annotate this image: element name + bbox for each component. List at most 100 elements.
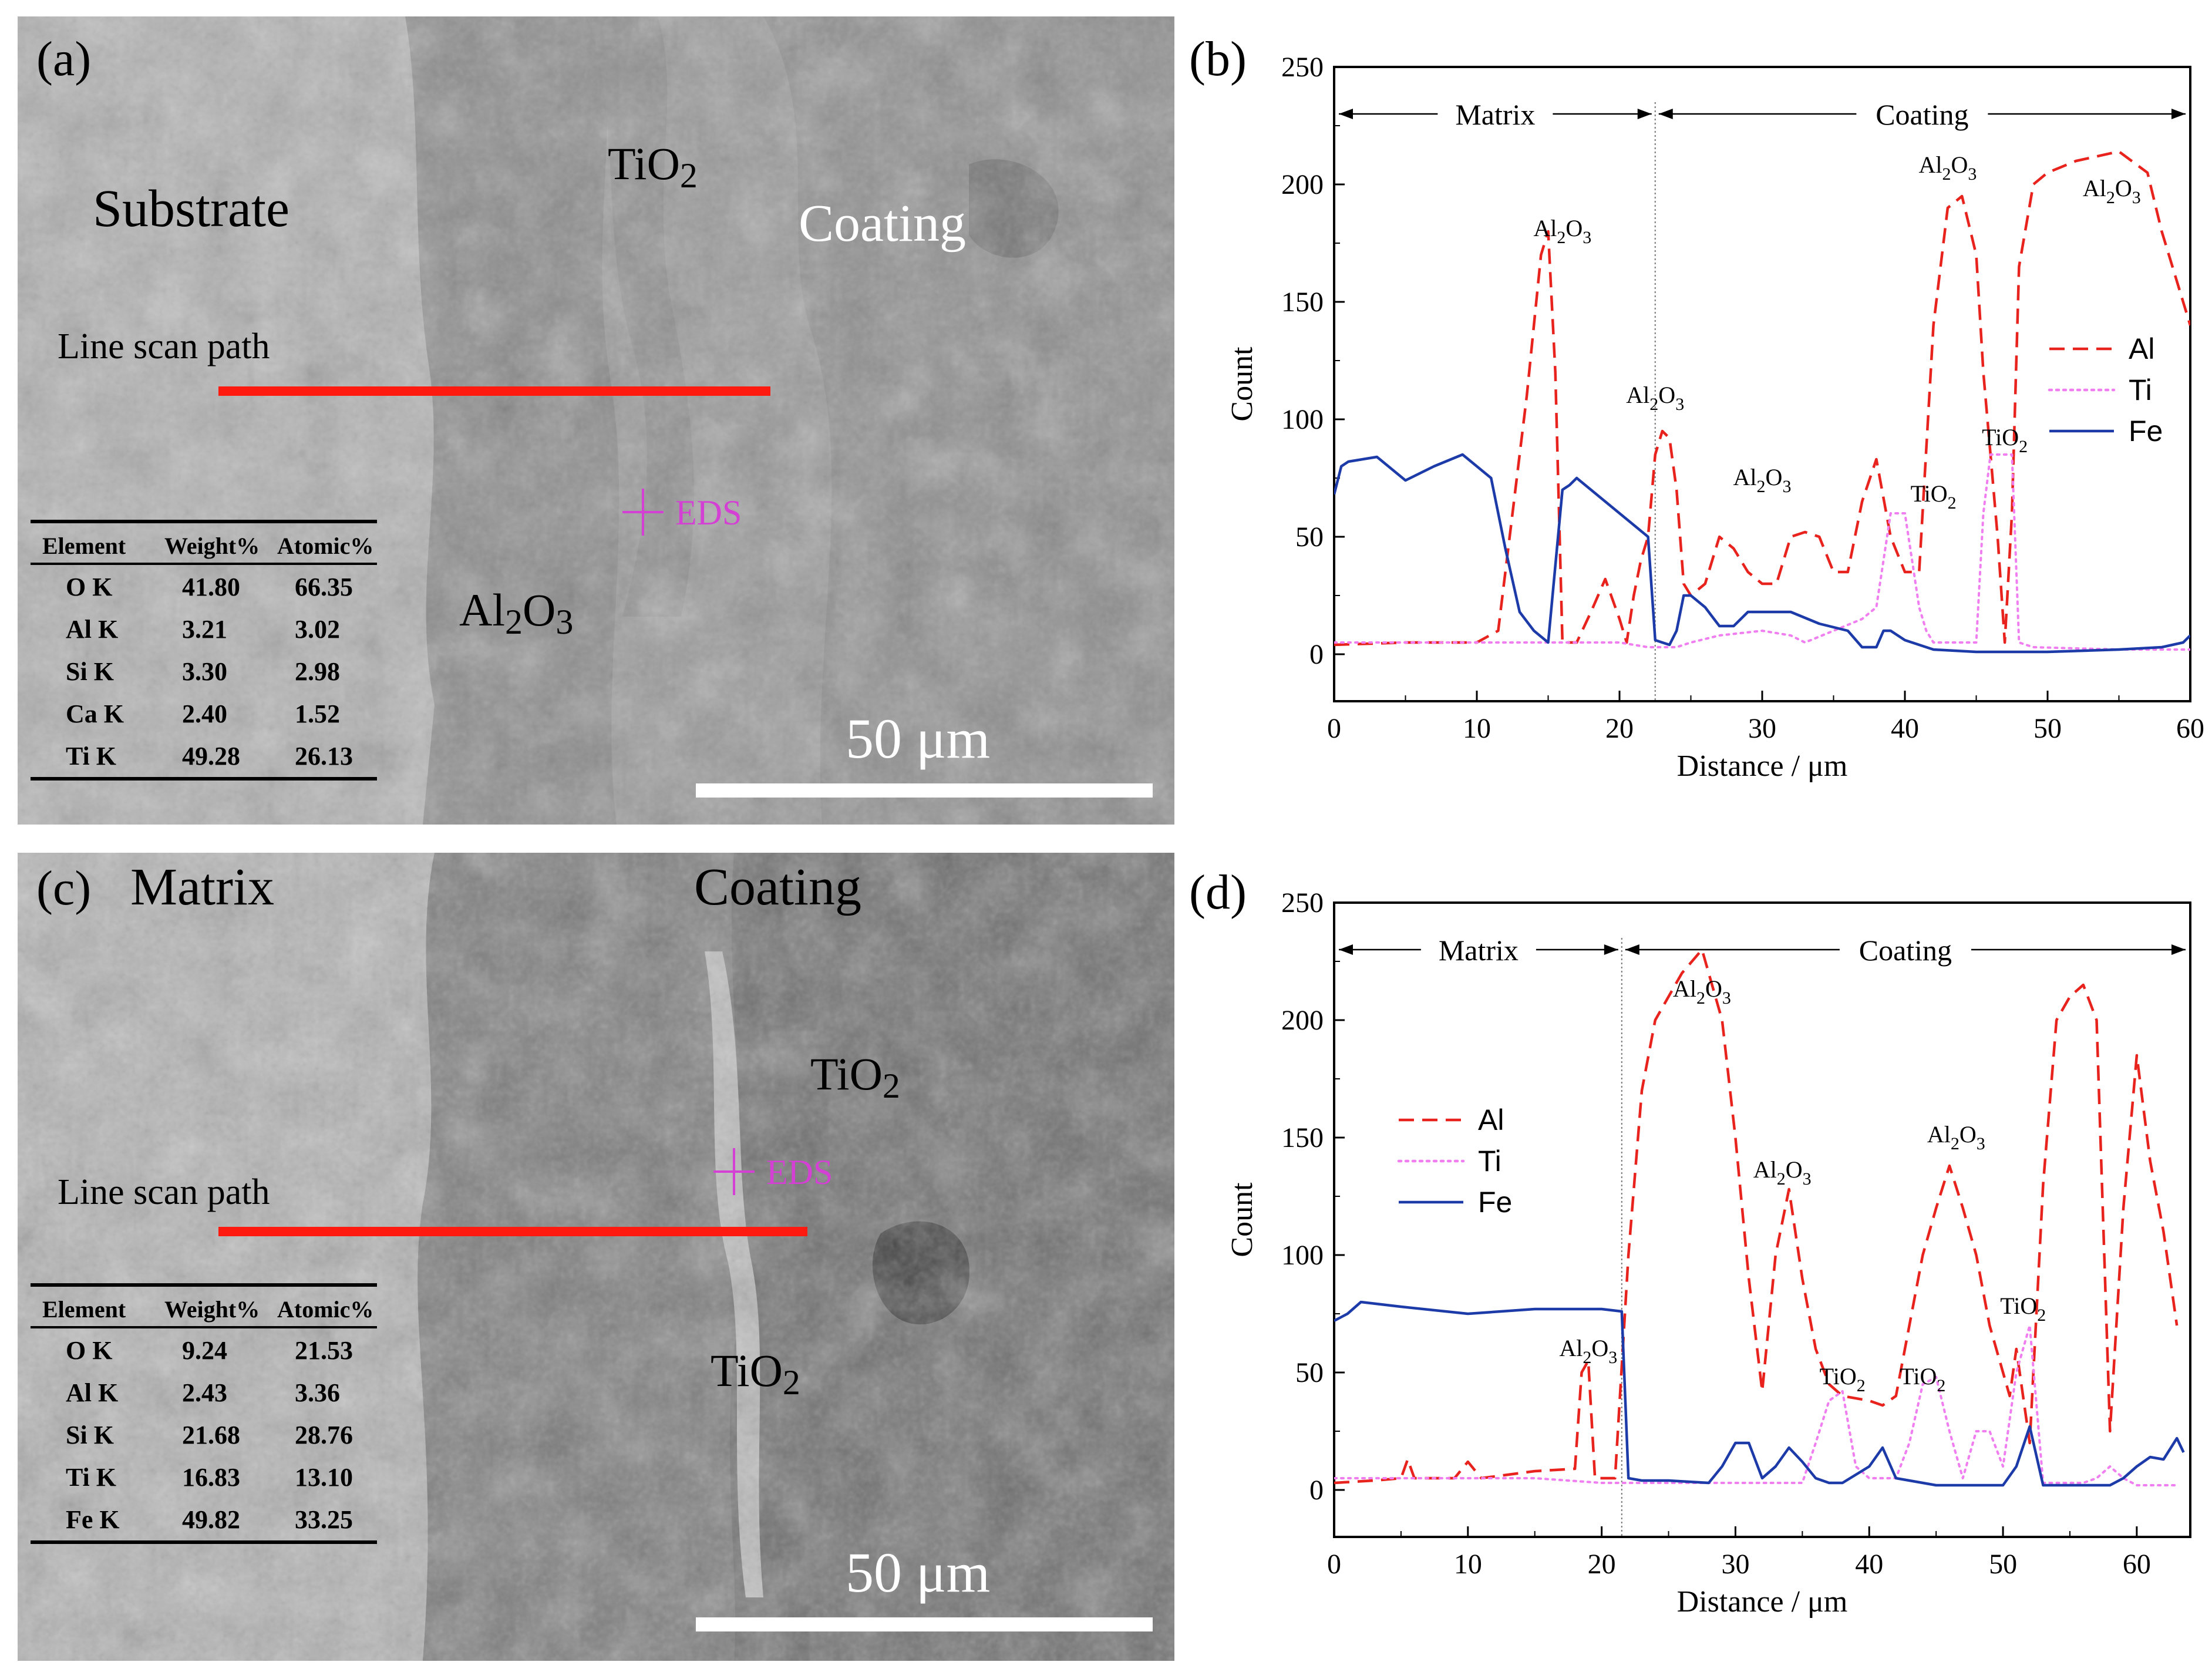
chart-d-series-ti bbox=[1334, 1324, 2179, 1486]
chart-d-annotation: TiO2 bbox=[1820, 1363, 1866, 1395]
tio2-label-a: TiO2 bbox=[608, 138, 698, 195]
eds-table-a: Element Weight% Atomic% O K 41.80 66.35 Al K 3.… bbox=[31, 520, 377, 781]
scale-bar-c bbox=[696, 1617, 1153, 1631]
chart-d-ytick-label: 200 bbox=[1281, 1005, 1324, 1036]
chart-b-xlabel: Distance / μm bbox=[1677, 749, 1848, 783]
tio2-label-a-main: TiO bbox=[608, 138, 680, 189]
table-c-cell: 13.10 bbox=[295, 1463, 353, 1492]
table-c-cell: 2.43 bbox=[182, 1378, 227, 1407]
chart-d-matrix-label: Matrix bbox=[1439, 934, 1519, 967]
chart-b-series-ti bbox=[1334, 453, 2190, 651]
chart-d-coating-label: Coating bbox=[1859, 934, 1952, 967]
chart-d-ylabel: Count bbox=[1225, 1182, 1259, 1257]
chart-d-xtick-label: 40 bbox=[1855, 1549, 1883, 1580]
chart-d-annotation: TiO2 bbox=[2000, 1293, 2046, 1325]
table-a-header: Atomic% bbox=[277, 533, 373, 559]
tio2-label-c2: TiO2 bbox=[711, 1345, 800, 1402]
scale-bar-a bbox=[696, 783, 1153, 798]
scale-label-a: 50 μm bbox=[846, 707, 990, 770]
table-c-cell: 33.25 bbox=[295, 1505, 353, 1534]
chart-b-legend-label: Fe bbox=[2129, 415, 2163, 448]
chart-b-xtick-label: 50 bbox=[2033, 713, 2062, 744]
line-scan-label-a: Line scan path bbox=[58, 327, 270, 366]
table-c-cell: Fe K bbox=[66, 1505, 120, 1534]
al2o3-a-sub1: 2 bbox=[505, 603, 523, 641]
chart-d-ytick-label: 150 bbox=[1281, 1122, 1324, 1153]
scale-label-c: 50 μm bbox=[846, 1541, 990, 1604]
table-c-cell: Ti K bbox=[66, 1463, 116, 1492]
table-a-cell: 2.98 bbox=[295, 657, 340, 686]
table-a-cell: 66.35 bbox=[295, 573, 353, 601]
chart-b-ytick-label: 100 bbox=[1281, 404, 1324, 435]
chart-b-series-al bbox=[1334, 150, 2190, 647]
table-a-cell: 3.30 bbox=[182, 657, 227, 686]
chart-b-xtick-label: 60 bbox=[2176, 713, 2204, 744]
chart-d-xtick-label: 30 bbox=[1721, 1549, 1749, 1580]
chart-b-xtick-label: 30 bbox=[1748, 713, 1776, 744]
chart-d-xtick-label: 20 bbox=[1588, 1549, 1616, 1580]
table-a-cell: 3.21 bbox=[182, 615, 227, 644]
chart-b-annotation: Al2O3 bbox=[1918, 152, 1977, 184]
table-a-cell: Si K bbox=[66, 657, 114, 686]
al2o3-a-o: O bbox=[523, 584, 555, 635]
eds-label-c: EDS bbox=[766, 1153, 833, 1192]
chart-b-xtick-label: 40 bbox=[1891, 713, 1919, 744]
chart-d-xtick-label: 10 bbox=[1454, 1549, 1482, 1580]
al2o3-a-sub2: 3 bbox=[555, 603, 573, 641]
table-a-cell: 26.13 bbox=[295, 742, 353, 771]
eds-label-a: EDS bbox=[675, 493, 742, 532]
table-c-cell: 49.82 bbox=[182, 1505, 240, 1534]
table-c-header: Element bbox=[42, 1296, 126, 1323]
chart-d-annotation: TiO2 bbox=[1900, 1363, 1945, 1395]
chart-d-legend-label: Ti bbox=[1478, 1145, 1501, 1178]
panel-a-label: (a) bbox=[36, 32, 91, 86]
chart-d: 0 10 20 30 40 50 60 0 50 100 150 200 250 Distance / μ… bbox=[1225, 887, 2191, 1619]
coating-label-a: Coating bbox=[799, 194, 966, 253]
tio2-label-c1: TiO2 bbox=[810, 1048, 900, 1105]
chart-d-annotation: Al2O3 bbox=[1927, 1121, 1985, 1153]
substrate-label: Substrate bbox=[93, 180, 289, 238]
table-a-cell: 2.40 bbox=[182, 699, 227, 728]
table-a-cell: Ca K bbox=[66, 699, 124, 728]
chart-b-ytick-label: 150 bbox=[1281, 287, 1324, 318]
texture-fine-a bbox=[18, 16, 1174, 825]
chart-d-xtick-label: 50 bbox=[1989, 1549, 2017, 1580]
chart-b-series-fe bbox=[1334, 453, 2190, 654]
eds-marker-a: EDS bbox=[622, 489, 742, 536]
chart-d-ytick-label: 250 bbox=[1281, 887, 1324, 919]
panel-a: (a) Substrate TiO2 Coating Line scan pat… bbox=[18, 16, 1174, 825]
al2o3-label-a: Al2O3 bbox=[459, 584, 573, 641]
tio2-label-a-sub: 2 bbox=[680, 156, 698, 195]
chart-b: 0 10 20 30 40 50 60 0 50 100 150 200 250 Distance / μ… bbox=[1225, 52, 2204, 783]
table-c-cell: 9.24 bbox=[182, 1336, 227, 1365]
chart-d-ytick-label: 50 bbox=[1295, 1357, 1324, 1388]
table-a-header: Weight% bbox=[164, 533, 260, 559]
table-a-cell: Al K bbox=[66, 615, 118, 644]
chart-d-xtick-label: 0 bbox=[1327, 1549, 1341, 1580]
chart-d-frame bbox=[1333, 901, 2191, 1538]
chart-d-ytick-label: 100 bbox=[1281, 1240, 1324, 1271]
chart-b-coating-arrowhead bbox=[1658, 109, 1673, 119]
table-a-cell: 41.80 bbox=[182, 573, 240, 601]
table-a-cell: 49.28 bbox=[182, 742, 240, 771]
chart-d-ytick-label: 0 bbox=[1309, 1475, 1324, 1506]
texture-fine-c bbox=[18, 853, 1174, 1661]
panel-c: (c) Matrix Coating TiO2 TiO2 Line scan p… bbox=[18, 853, 1174, 1661]
chart-b-annotation: Al2O3 bbox=[1733, 464, 1792, 496]
matrix-label-c: Matrix bbox=[130, 858, 274, 916]
chart-d-annotation: Al2O3 bbox=[1673, 975, 1731, 1008]
chart-b-xtick-label: 20 bbox=[1605, 713, 1634, 744]
table-a-header: Element bbox=[42, 533, 126, 559]
tio2-c2-sub: 2 bbox=[783, 1363, 800, 1402]
table-c-header: Weight% bbox=[164, 1296, 260, 1323]
chart-b-ytick-label: 250 bbox=[1281, 52, 1324, 83]
chart-d-matrix-arrowhead bbox=[1339, 944, 1353, 955]
chart-b-legend-label: Al bbox=[2129, 332, 2154, 365]
table-c-cell: 28.76 bbox=[295, 1421, 353, 1449]
table-c-cell: O K bbox=[66, 1336, 112, 1365]
al2o3-a-al: Al bbox=[459, 584, 505, 635]
chart-b-annotation: TiO2 bbox=[1982, 424, 2028, 456]
table-c-cell: Al K bbox=[66, 1378, 118, 1407]
